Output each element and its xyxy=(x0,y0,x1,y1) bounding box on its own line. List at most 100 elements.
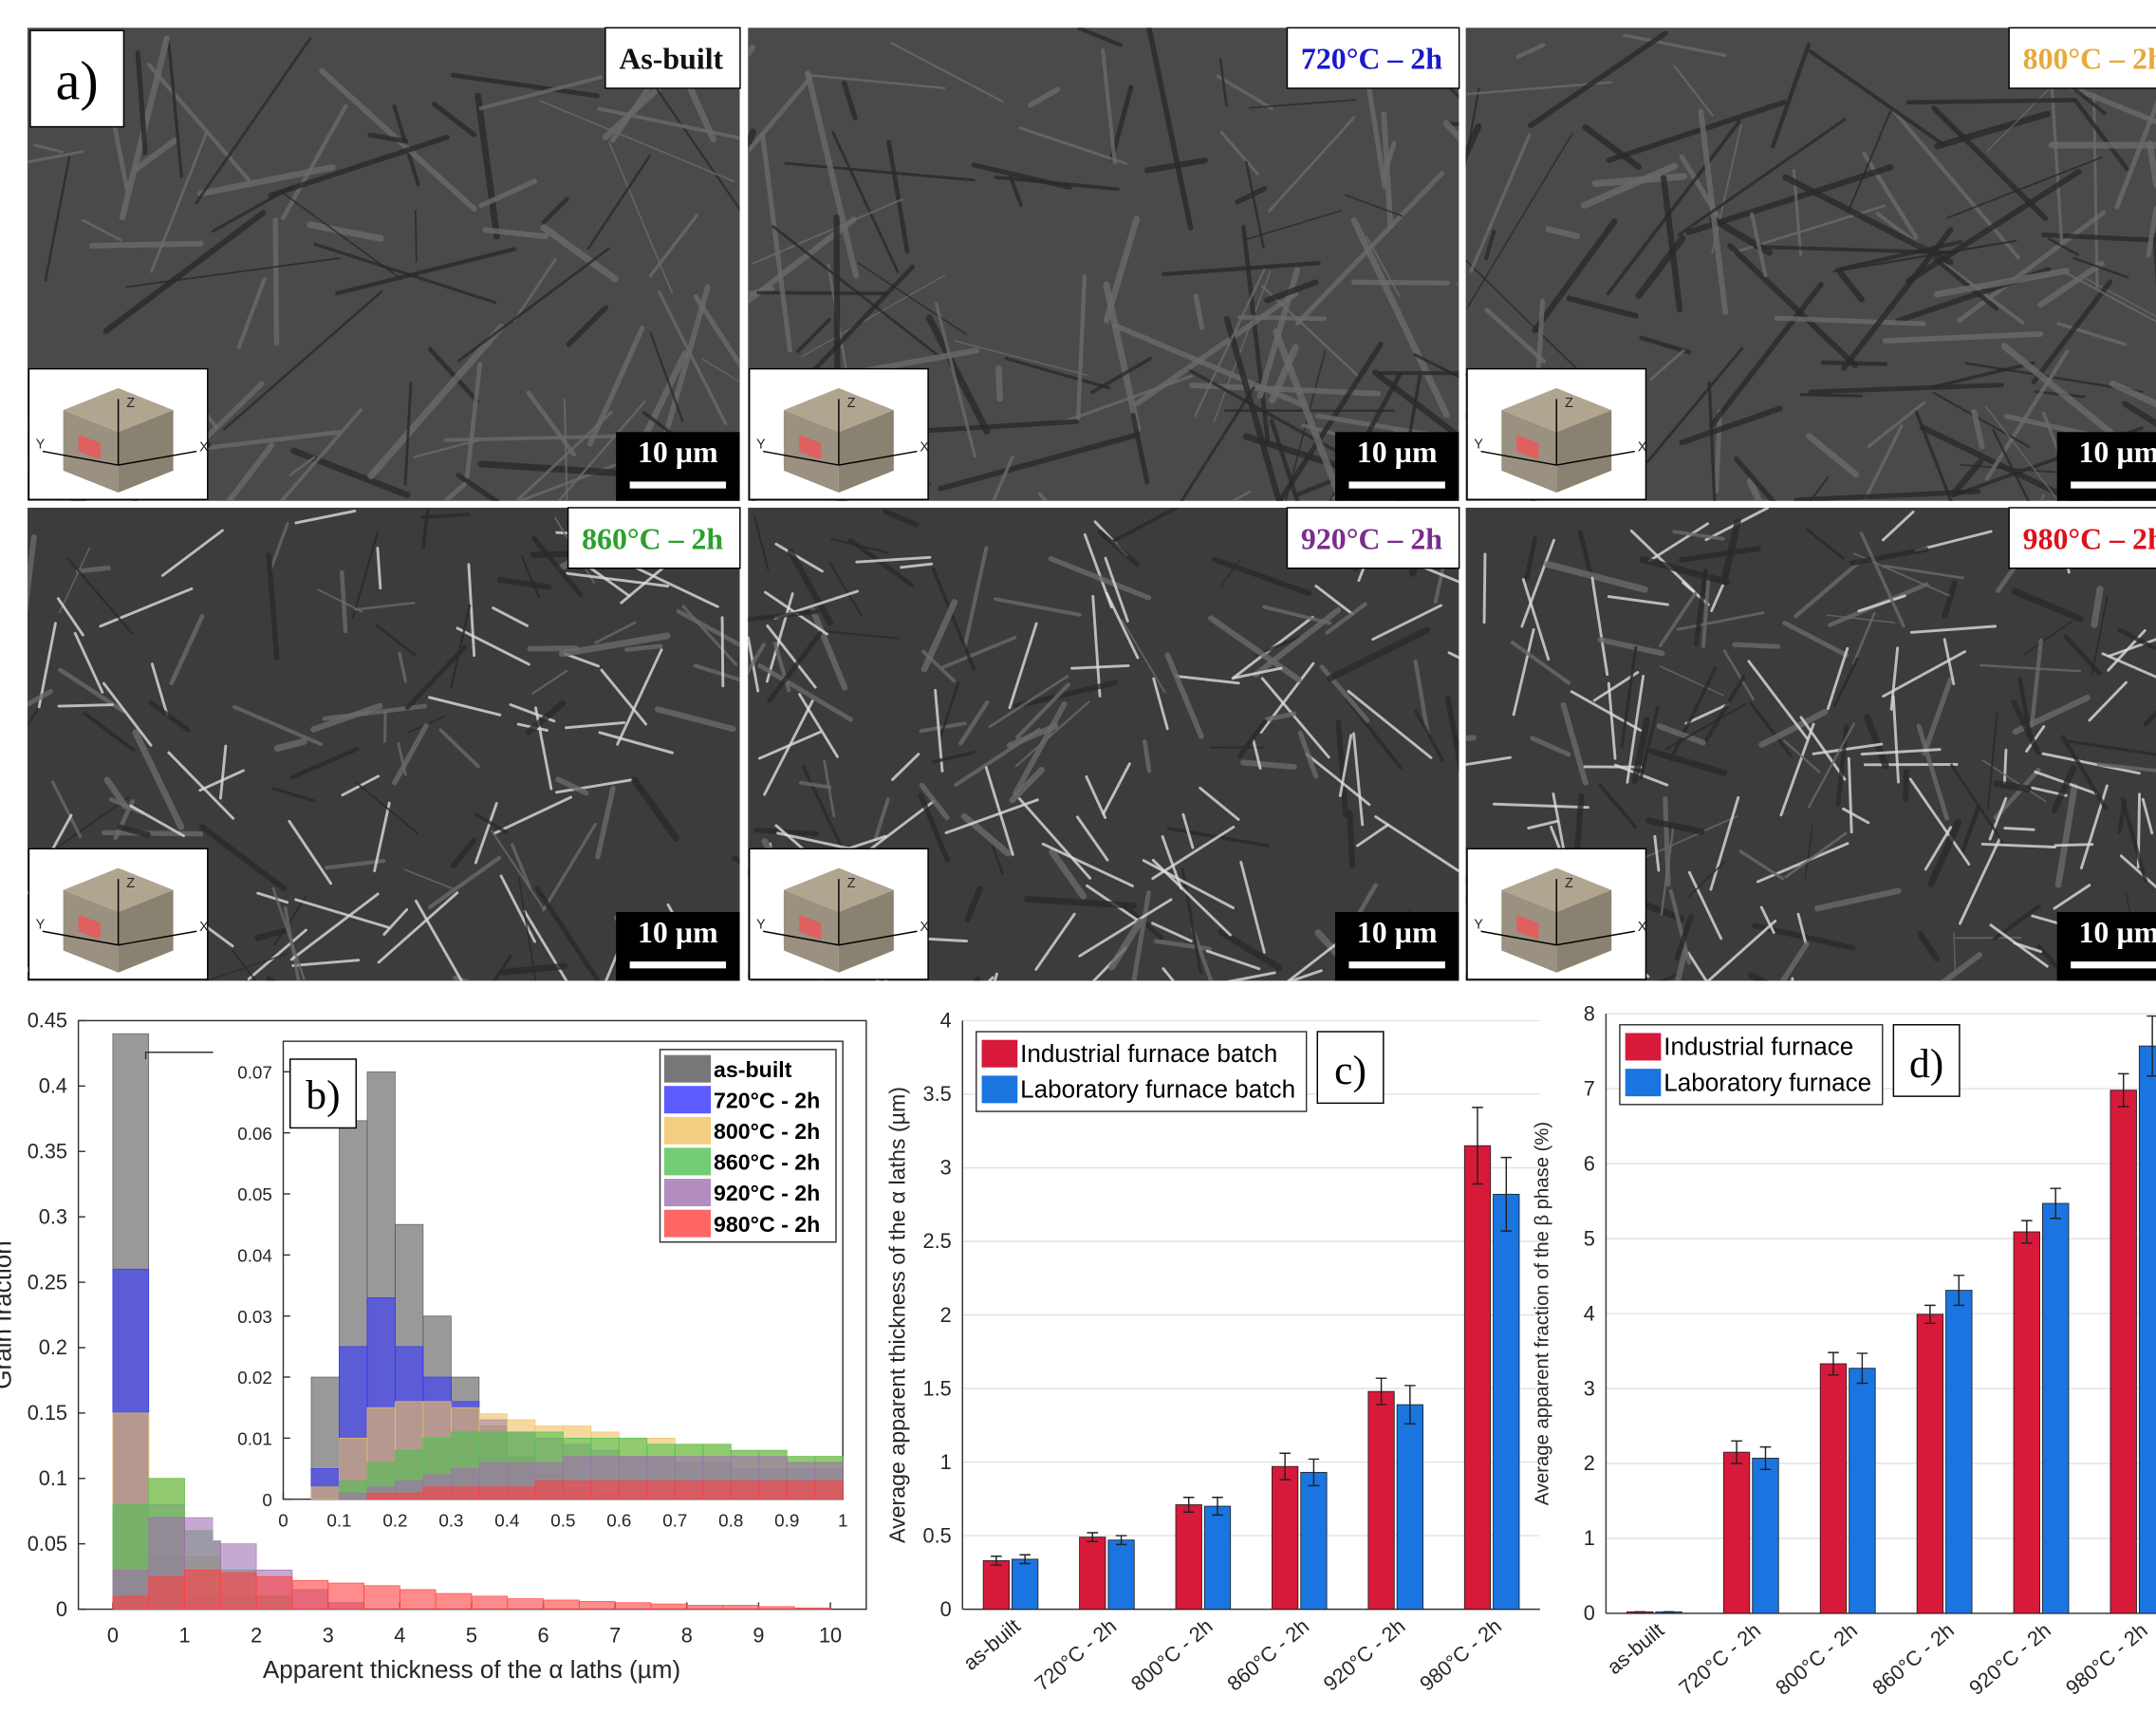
histogram-bar xyxy=(395,1492,424,1500)
bar xyxy=(2013,1231,2040,1614)
micrograph: 720°C – 2h 10 µm Z Y X xyxy=(748,27,1460,501)
legend-swatch xyxy=(663,1054,712,1083)
error-bar xyxy=(2117,1072,2129,1108)
bar xyxy=(2138,1045,2156,1614)
axis-x xyxy=(118,930,197,946)
histogram-bar xyxy=(534,1481,564,1500)
histogram-bar xyxy=(339,1492,368,1500)
bar xyxy=(1849,1368,1876,1614)
bar xyxy=(1722,1451,1751,1614)
axis-y xyxy=(42,450,119,466)
x-tick-label: 6 xyxy=(538,1623,549,1647)
scale-bar-box xyxy=(2056,911,2156,981)
cube-axis-label: Z xyxy=(1565,876,1573,891)
texture xyxy=(27,35,740,501)
error-bar xyxy=(1924,1304,1936,1325)
legend-label: Laboratory furnace xyxy=(1663,1068,1871,1096)
x-tick-label: 1 xyxy=(838,1511,847,1531)
cube-right xyxy=(1556,889,1612,973)
bar xyxy=(1012,1558,1039,1611)
x-tick-label: 3 xyxy=(323,1623,334,1647)
axis-x xyxy=(118,450,197,466)
sample-plane xyxy=(798,435,822,460)
y-tick-label: 0.02 xyxy=(237,1368,272,1388)
error-bar xyxy=(1182,1497,1195,1513)
histogram-bar xyxy=(451,1486,480,1500)
bar xyxy=(1916,1313,1944,1614)
cube-axis-label: X xyxy=(199,440,209,456)
y-tick-label: 5 xyxy=(1584,1226,1595,1250)
x-tick-label: 800°C - 2h xyxy=(1771,1618,1862,1700)
panel-label-box xyxy=(289,1058,358,1129)
y-tick-label: 7 xyxy=(1584,1076,1595,1100)
histogram-bar xyxy=(543,1599,580,1610)
error-bar xyxy=(2021,1220,2033,1244)
y-tick-label: 0.35 xyxy=(28,1139,67,1163)
x-tick-label: 0.7 xyxy=(662,1511,687,1531)
scale-bar-label: 10 µm xyxy=(2079,436,2156,469)
scale-bar-box xyxy=(616,432,740,501)
x-tick-label: 860°C - 2h xyxy=(1868,1618,1959,1700)
scale-bar-label: 10 µm xyxy=(2079,916,2156,949)
histogram-bar xyxy=(507,1486,536,1500)
label-box xyxy=(2008,507,2156,569)
micrograph: 860°C – 2h 10 µm Z Y X xyxy=(27,507,741,981)
cube-axis-label: Y xyxy=(756,438,766,453)
histogram-bar xyxy=(730,1481,760,1500)
x-tick-label: 720°C - 2h xyxy=(1030,1614,1121,1696)
label-box xyxy=(1286,27,1460,89)
image-label: 860°C – 2h xyxy=(582,522,723,555)
error-bar xyxy=(1731,1440,1742,1464)
error-bar xyxy=(1087,1532,1099,1542)
bar xyxy=(1463,1145,1492,1611)
scale-bar xyxy=(2071,481,2156,489)
bar xyxy=(1367,1390,1395,1611)
cube-right xyxy=(1556,410,1612,494)
axis-x xyxy=(1556,930,1635,946)
y-tick-label: 3.5 xyxy=(922,1082,951,1106)
histogram-bar xyxy=(255,1575,293,1610)
y-tick-label: 0 xyxy=(940,1597,952,1621)
image-label: 980°C – 2h xyxy=(2023,522,2156,555)
x-tick-label: 0.6 xyxy=(606,1511,631,1531)
axis-y xyxy=(1480,930,1557,946)
texture xyxy=(748,28,1459,501)
axis-y xyxy=(1480,450,1557,466)
cube-right xyxy=(118,889,174,973)
histogram-bar xyxy=(148,1575,185,1610)
histogram-bar xyxy=(614,1602,652,1610)
error-bar xyxy=(1279,1452,1291,1481)
cube-axis-label: X xyxy=(920,920,929,935)
axis-y xyxy=(42,930,119,946)
micrograph: 920°C – 2h 10 µm Z Y X xyxy=(748,507,1460,981)
error-bar xyxy=(1212,1497,1223,1517)
panel-label-box xyxy=(1316,1031,1385,1105)
legend xyxy=(1619,1024,1884,1106)
legend-swatch xyxy=(981,1075,1018,1104)
x-tick-label: as-built xyxy=(958,1614,1025,1675)
error-bar xyxy=(1759,1445,1772,1471)
histogram-bar xyxy=(674,1481,704,1500)
x-tick-label: 8 xyxy=(681,1623,693,1647)
x-tick-label: 860°C - 2h xyxy=(1222,1614,1313,1696)
panel-label: d) xyxy=(1909,1041,1943,1087)
image-label: As-built xyxy=(619,43,723,76)
panel-label: a) xyxy=(56,50,99,112)
bar xyxy=(1175,1504,1202,1611)
sample-plane xyxy=(798,914,822,940)
histogram-bar xyxy=(650,1603,688,1610)
legend-swatch xyxy=(663,1116,712,1145)
y-tick-label: 0 xyxy=(56,1597,67,1621)
x-tick-label: 720°C - 2h xyxy=(1674,1618,1765,1700)
x-tick-label: 980°C - 2h xyxy=(2061,1618,2152,1700)
x-tick-label: 0 xyxy=(278,1511,288,1531)
error-bar xyxy=(1500,1156,1513,1232)
y-tick-label: 0.4 xyxy=(39,1074,67,1098)
histogram-bar xyxy=(562,1481,592,1500)
y-tick-label: 1 xyxy=(940,1450,952,1474)
bar xyxy=(1079,1537,1106,1611)
panel-label: b) xyxy=(306,1072,340,1118)
y-tick-label: 6 xyxy=(1584,1151,1595,1175)
